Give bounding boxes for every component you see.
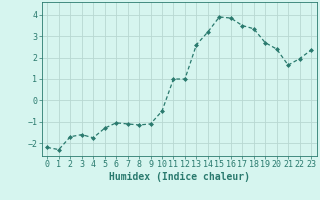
X-axis label: Humidex (Indice chaleur): Humidex (Indice chaleur) [109, 172, 250, 182]
